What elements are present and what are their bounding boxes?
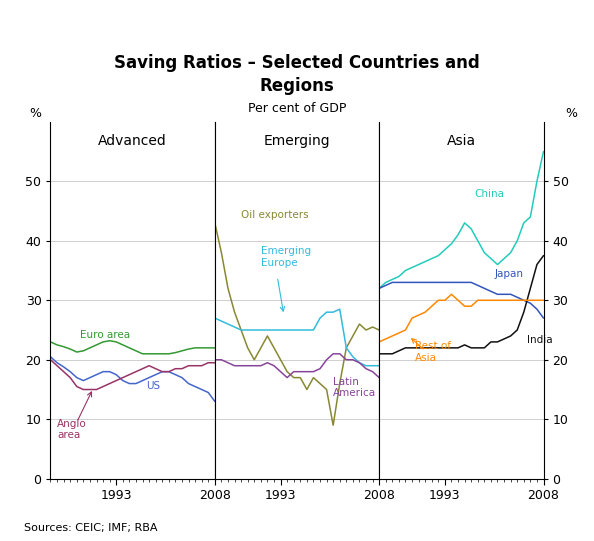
Text: Emerging: Emerging <box>264 134 330 148</box>
Text: China: China <box>475 189 504 199</box>
Text: Saving Ratios – Selected Countries and
Regions: Saving Ratios – Selected Countries and R… <box>114 55 480 95</box>
Text: US: US <box>146 381 160 391</box>
Text: India: India <box>527 335 552 345</box>
Text: %: % <box>29 107 41 120</box>
Text: Oil exporters: Oil exporters <box>241 210 309 220</box>
Text: Japan: Japan <box>494 269 523 279</box>
Text: Emerging
Europe: Emerging Europe <box>261 246 311 267</box>
Text: Sources: CEIC; IMF; RBA: Sources: CEIC; IMF; RBA <box>24 523 157 533</box>
Text: Anglo
area: Anglo area <box>57 419 87 440</box>
Text: Per cent of GDP: Per cent of GDP <box>248 102 346 115</box>
Text: Advanced: Advanced <box>98 134 167 148</box>
Text: Euro area: Euro area <box>80 330 130 340</box>
Text: %: % <box>565 107 577 120</box>
Text: Asia: Asia <box>447 134 476 148</box>
Text: Rest of
Asia: Rest of Asia <box>415 341 451 362</box>
Text: Latin
America: Latin America <box>333 377 376 398</box>
